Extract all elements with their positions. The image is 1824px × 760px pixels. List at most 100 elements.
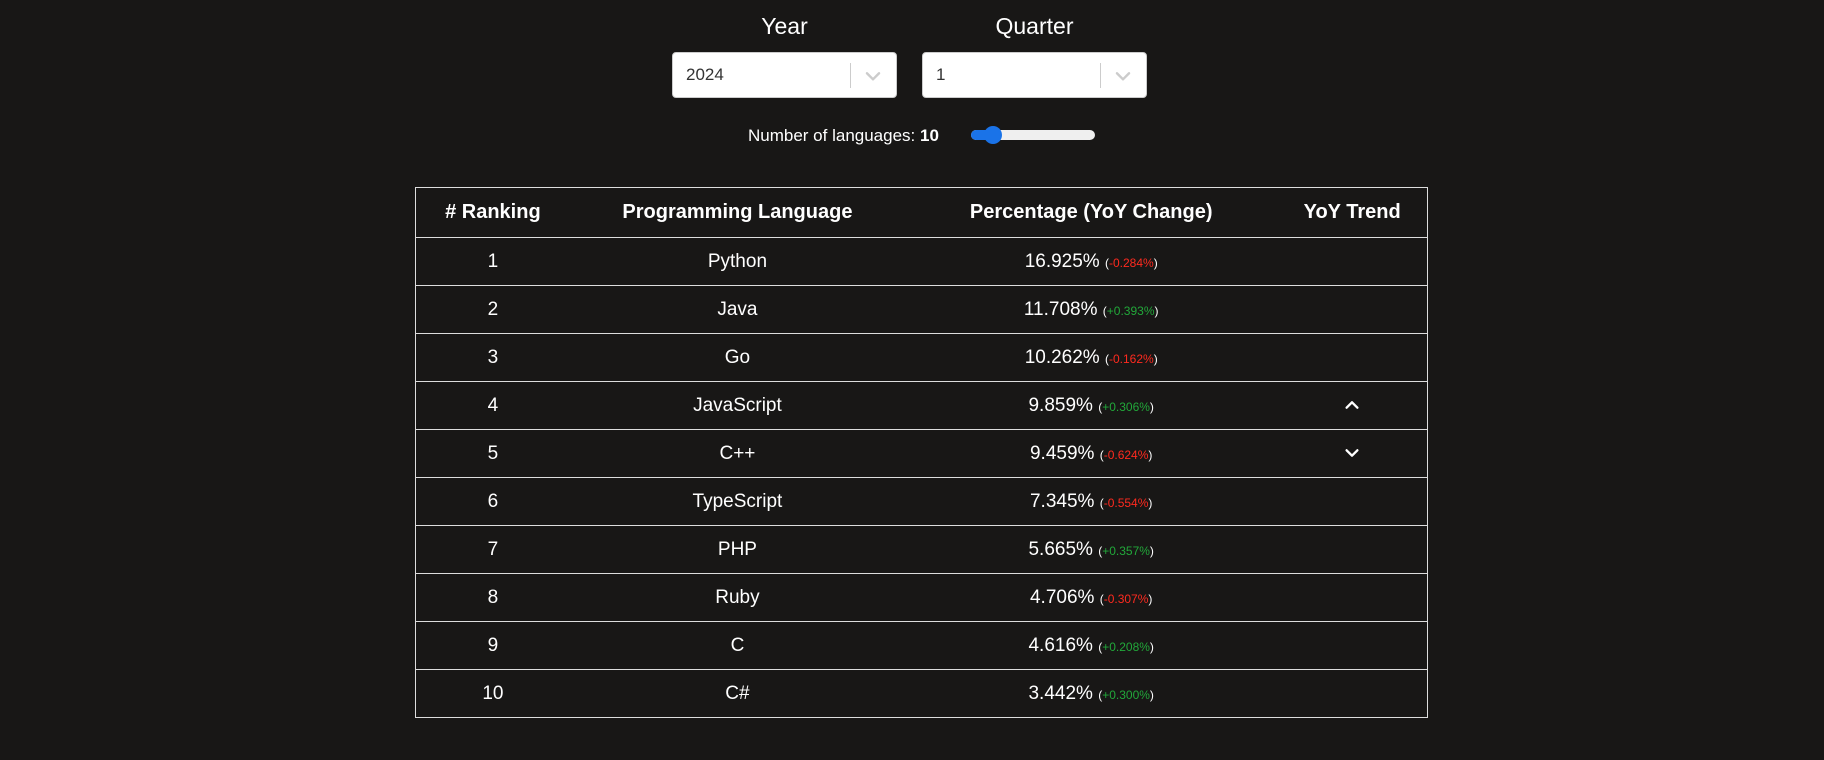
slider-thumb[interactable] [984, 126, 1003, 144]
rank-cell: 6 [414, 477, 570, 526]
language-cell: C [569, 621, 906, 670]
trend-cell [1277, 285, 1429, 334]
rank-cell: 9 [414, 621, 570, 670]
year-label: Year [761, 13, 808, 39]
header-percentage: Percentage (YoY Change) [905, 187, 1278, 238]
yoy-change-value: -0.554% [1103, 495, 1149, 510]
chevron-down-icon[interactable] [1112, 65, 1134, 87]
percentage-value: 5.665% [1028, 538, 1093, 560]
yoy-change-value: +0.357% [1102, 543, 1150, 558]
yoy-change: (-0.554%) [1099, 495, 1153, 510]
chevron-down-icon[interactable] [862, 65, 884, 87]
header-language: Programming Language [569, 187, 906, 238]
yoy-change: (+0.357%) [1098, 543, 1154, 558]
percentage-cell: 3.442% (+0.300%) [905, 669, 1278, 718]
language-cell: Go [569, 333, 906, 382]
trend-cell [1277, 333, 1429, 382]
language-cell: Java [569, 285, 906, 334]
percentage-value: 4.616% [1028, 634, 1093, 656]
percentage-cell: 7.345% (-0.554%) [905, 477, 1278, 526]
trend-cell [1277, 429, 1429, 478]
percentage-cell: 9.459% (-0.624%) [905, 429, 1278, 478]
yoy-change-value: +0.208% [1102, 639, 1150, 654]
rank-cell: 7 [414, 525, 570, 574]
yoy-change-value: -0.162% [1108, 351, 1154, 366]
table-row: 4 JavaScript 9.859% (+0.306%) [414, 381, 1429, 430]
rank-cell: 4 [414, 381, 570, 430]
percentage-value: 4.706% [1029, 586, 1095, 608]
yoy-change-value: -0.284% [1108, 255, 1154, 270]
yoy-change-value: -0.307% [1103, 591, 1149, 606]
chevron-up-icon [1345, 401, 1359, 410]
rank-cell: 1 [414, 237, 570, 286]
table-row: 8 Ruby 4.706% (-0.307%) [414, 573, 1429, 622]
language-cell: C# [569, 669, 906, 718]
language-cell: PHP [569, 525, 906, 574]
percentage-cell: 5.665% (+0.357%) [905, 525, 1278, 574]
table-row: 7 PHP 5.665% (+0.357%) [414, 525, 1429, 574]
percentage-cell: 16.925% (-0.284%) [905, 237, 1278, 286]
percentage-value: 9.859% [1028, 394, 1093, 416]
trend-cell [1277, 477, 1429, 526]
rank-cell: 2 [414, 285, 570, 334]
language-count-text: Number of languages: [748, 126, 916, 145]
percentage-value: 3.442% [1028, 682, 1093, 704]
table-row: 10 C# 3.442% (+0.300%) [414, 669, 1429, 718]
year-select-value: 2024 [686, 65, 724, 84]
rank-cell: 5 [414, 429, 570, 478]
yoy-change-value: +0.300% [1102, 687, 1150, 702]
yoy-change: (+0.208%) [1098, 639, 1154, 654]
language-count-row: Number of languages: 10 [0, 121, 1824, 151]
percentage-value: 9.459% [1029, 442, 1095, 464]
percentage-cell: 9.859% (+0.306%) [905, 381, 1278, 430]
trend-cell [1277, 237, 1429, 286]
table-body: 1 Python 16.925% (-0.284%) 2 Java 11.708% (+0… [414, 237, 1429, 718]
yoy-change: (+0.306%) [1098, 399, 1154, 414]
rank-cell: 8 [414, 573, 570, 622]
header-trend: YoY Trend [1277, 187, 1429, 238]
quarter-label: Quarter [995, 13, 1074, 39]
slider-fill [971, 130, 994, 140]
yoy-change-value: +0.306% [1102, 399, 1150, 414]
yoy-change: (-0.284%) [1104, 255, 1158, 270]
yoy-change: (+0.393%) [1102, 303, 1159, 318]
quarter-select[interactable]: 1 [922, 52, 1147, 98]
language-count-label: Number of languages: 10 [748, 125, 939, 147]
rank-cell: 10 [414, 669, 570, 718]
ranking-table: # Ranking Programming Language Percentag… [414, 187, 1429, 718]
language-cell: JavaScript [569, 381, 906, 430]
percentage-cell: 10.262% (-0.162%) [905, 333, 1278, 382]
percentage-cell: 4.706% (-0.307%) [905, 573, 1278, 622]
year-select[interactable]: 2024 [672, 52, 897, 98]
table-row: 5 C++ 9.459% (-0.624%) [414, 429, 1429, 478]
select-separator [1100, 63, 1101, 88]
rank-cell: 3 [414, 333, 570, 382]
trend-cell [1277, 525, 1429, 574]
quarter-select-value: 1 [936, 65, 946, 84]
yoy-change: (-0.624%) [1099, 447, 1153, 462]
quarter-selector-group: Quarter 1 [922, 10, 1147, 98]
yoy-change: (+0.300%) [1098, 687, 1154, 702]
yoy-change-value: -0.624% [1103, 447, 1149, 462]
percentage-value: 11.708% [1023, 298, 1098, 320]
percentage-cell: 4.616% (+0.208%) [905, 621, 1278, 670]
percentage-cell: 11.708% (+0.393%) [905, 285, 1278, 334]
table-row: 2 Java 11.708% (+0.393%) [414, 285, 1429, 334]
year-selector-group: Year 2024 [672, 10, 897, 98]
table-row: 1 Python 16.925% (-0.284%) [414, 237, 1429, 286]
language-cell: C++ [569, 429, 906, 478]
trend-cell [1277, 573, 1429, 622]
yoy-change: (-0.162%) [1104, 351, 1158, 366]
yoy-change-value: +0.393% [1106, 303, 1155, 318]
table-row: 9 C 4.616% (+0.208%) [414, 621, 1429, 670]
trend-cell [1277, 381, 1429, 430]
language-count-value: 10 [920, 126, 939, 145]
trend-cell [1277, 621, 1429, 670]
percentage-value: 7.345% [1029, 490, 1095, 512]
language-cell: Ruby [569, 573, 906, 622]
header-ranking: # Ranking [414, 187, 570, 238]
language-count-slider[interactable] [971, 126, 1095, 144]
trend-cell [1277, 669, 1429, 718]
chevron-down-icon [1345, 449, 1359, 458]
table-row: 6 TypeScript 7.345% (-0.554%) [414, 477, 1429, 526]
